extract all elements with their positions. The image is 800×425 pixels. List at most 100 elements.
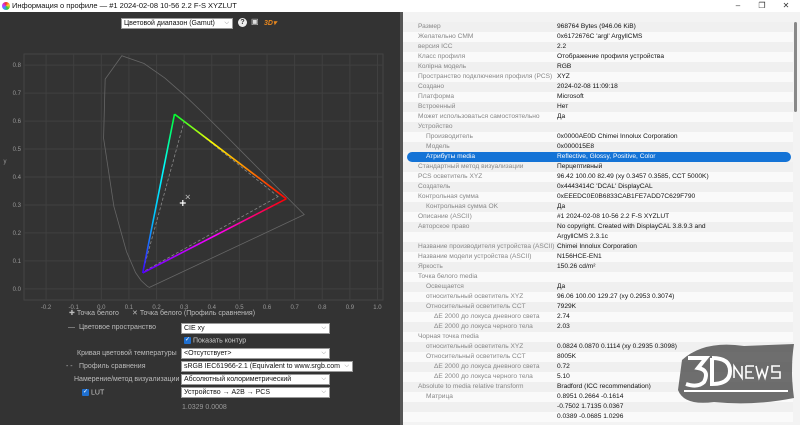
info-row[interactable]: Колірна модель RGB [403, 62, 793, 72]
view-mode-select[interactable]: Цветовой диапазон (Gamut) ⌵ [121, 18, 233, 29]
info-row[interactable]: Точка белого media [403, 272, 793, 282]
image-icon[interactable]: ▣ [251, 17, 259, 26]
info-row-label: Размер [418, 23, 441, 30]
info-row-value: Перцептивный [557, 163, 603, 170]
info-row[interactable]: 0.0389 -0.0685 1.0296 [403, 412, 793, 422]
info-row[interactable]: Платформа Microsoft [403, 92, 793, 102]
legend-white-point: ✚ Точка белого [69, 309, 119, 317]
info-row[interactable]: Модель 0x000015E8 [403, 142, 793, 152]
info-row[interactable]: Класс профиля Отображение профиля устройс… [403, 52, 793, 62]
info-row-value: 0.0389 -0.0685 1.0296 [557, 413, 624, 420]
info-row[interactable]: Относительный осветитель CCT 8005K [403, 352, 793, 362]
white-point-marker [179, 199, 186, 206]
info-row[interactable]: Желательно CMM 0x6172676C 'argl' ArgyllCM… [403, 32, 793, 42]
chevron-down-icon: ⌵ [224, 20, 229, 26]
info-row-value: 5.10 [557, 373, 570, 380]
chevron-down-icon: ⌵ [321, 376, 326, 382]
info-row[interactable]: версия ICC 2.2 [403, 42, 793, 52]
info-row-label: версия ICC [418, 43, 453, 50]
info-row[interactable]: ΔE 2000 до локуса дневного света 2.74 [403, 312, 793, 322]
info-row-label: Авторское право [418, 223, 470, 230]
info-row[interactable]: Относительный осветитель CCT 7929K [403, 302, 793, 312]
show-outline-checkbox[interactable]: ✓ Показать контур [184, 337, 246, 344]
info-row[interactable]: Яркость 150.26 cd/m² [403, 262, 793, 272]
y-tick-label: 0.8 [13, 63, 22, 69]
lut-select[interactable]: Устройство → A2B → PCS ⌵ [181, 387, 330, 398]
profile-info-panel: Размер 968764 Bytes (946.06 KiB) Желательн… [403, 12, 800, 425]
info-row-label: Модель [426, 143, 450, 150]
info-row[interactable]: Устройство [403, 122, 793, 132]
minimize-button[interactable]: – [735, 1, 741, 10]
info-row[interactable]: Стандартный метод визуализации Перцептивн… [403, 162, 793, 172]
info-row[interactable]: Контрольная сумма 0xEEEDC0E0B6833CAB1FE7A… [403, 192, 793, 202]
info-row-label: ΔE 2000 до локуса дневного света [434, 313, 540, 320]
y-tick-label: 0.1 [13, 259, 22, 265]
info-row-label: относительный осветитель XYZ [426, 343, 524, 350]
info-row-label: Описание (ASCII) [418, 213, 472, 220]
info-row-label: Точка белого media [418, 273, 478, 280]
info-row-value: RGB [557, 63, 572, 70]
info-row[interactable]: ArgyllCMS 2.3.1c [403, 232, 793, 242]
close-button[interactable]: ✕ [782, 1, 790, 10]
panel-splitter[interactable] [400, 12, 403, 425]
info-row-label: Контрольная сумма [418, 193, 479, 200]
x-tick-label: 0.8 [318, 305, 327, 311]
info-row[interactable]: относительный осветитель XYZ 0.0824 0.087… [403, 342, 793, 352]
info-row[interactable]: Название модели устройства (ASCII) N156HC… [403, 252, 793, 262]
y-tick-label: 0.0 [13, 287, 22, 293]
x-tick-label: -0.2 [41, 305, 52, 311]
info-row[interactable]: Чорная точка media [403, 332, 793, 342]
info-row[interactable]: Авторское право No copyright. Created wit… [403, 222, 793, 232]
info-row[interactable]: Встроенный Нет [403, 102, 793, 112]
info-row-label: ΔE 2000 до локуса дневного света [434, 363, 540, 370]
info-row[interactable]: Атрибуты media Reflective, Glossy, Positi… [407, 152, 791, 162]
gamut-edge-red-blue [142, 198, 287, 274]
colorspace-select[interactable]: CIE xy ⌵ [181, 323, 330, 334]
info-row-label: Создатель [418, 183, 451, 190]
legend-white-cmp-label: Точка белого (Профиль сравнения) [139, 310, 256, 317]
info-row-value: -0.7502 1.7135 0.0367 [557, 403, 624, 410]
info-row[interactable]: Создано 2024-02-08 11:09:18 [403, 82, 793, 92]
y-tick-label: 0.7 [13, 91, 22, 97]
cct-select[interactable]: <Отсутствует> ⌵ [181, 348, 330, 359]
scrollbar[interactable] [794, 22, 797, 112]
info-row-label: Освещается [426, 283, 464, 290]
info-row[interactable]: ΔE 2000 до локуса дневного света 0.72 [403, 362, 793, 372]
maximize-button[interactable]: ❐ [758, 1, 766, 10]
compare-profile-select[interactable]: sRGB IEC61966-2.1 (Equivalent to www.srg… [181, 361, 354, 372]
info-row[interactable]: Размер 968764 Bytes (946.06 KiB) [403, 22, 793, 32]
info-row[interactable]: относительный осветитель XYZ 96.06 100.00… [403, 292, 793, 302]
info-row[interactable]: PCS осветитель XYZ 96.42 100.00 82.49 (xy… [403, 172, 793, 182]
help-icon[interactable]: ? [238, 18, 247, 27]
info-row-value: 2.74 [557, 313, 570, 320]
info-row[interactable]: ΔE 2000 до локуса черного тела 2.03 [403, 322, 793, 332]
info-row-value: 968764 Bytes (946.06 KiB) [557, 23, 636, 30]
x-tick-label: 0.4 [208, 305, 217, 311]
info-row[interactable]: Создатель 0x4443414C 'DCAL' DisplayCAL [403, 182, 793, 192]
info-row-value: 0x6172676C 'argl' ArgyllCMS [557, 33, 643, 40]
info-row[interactable]: Пространство подключения профиля (PCS) XY… [403, 72, 793, 82]
gamut-edge-green-red [174, 113, 287, 200]
info-row[interactable]: ΔE 2000 до локуса черного тела 5.10 [403, 372, 793, 382]
window-title: Информация о профиле — #1 2024-02-08 10-… [12, 1, 237, 10]
lut-checkbox[interactable]: ✓ LUT [82, 389, 104, 396]
info-row[interactable]: Освещается Да [403, 282, 793, 292]
info-row[interactable]: -0.7502 1.7135 0.0367 [403, 402, 793, 412]
solid-line-icon: — [68, 324, 75, 331]
intent-select[interactable]: Абсолютный колориметрический ⌵ [181, 374, 330, 385]
info-row-label: Встроенный [418, 103, 456, 110]
gamut-panel: Цветовой диапазон (Gamut) ⌵ ? ▣ 3D▾ -0.2-… [0, 12, 400, 425]
info-row[interactable]: Матрица 0.8951 0.2664 -0.1614 [403, 392, 793, 402]
info-row[interactable]: Название производителя устройства (ASCII… [403, 242, 793, 252]
info-row[interactable]: Производитель 0x0000AE0D Chimei Innolux C… [403, 132, 793, 142]
info-row-label: Класс профиля [418, 53, 466, 60]
chevron-down-icon: ⌵ [321, 389, 326, 395]
info-row-label: Absolute to media relative transform [418, 383, 524, 390]
info-row[interactable]: Описание (ASCII) #1 2024-02-08 10-56 2.2 … [403, 212, 793, 222]
info-row[interactable]: Absolute to media relative transform Brad… [403, 382, 793, 392]
info-row[interactable]: Может использоваться самостоятельно Да [403, 112, 793, 122]
info-row-label: Относительный осветитель CCT [426, 353, 526, 360]
logo-menu-icon[interactable]: 3D▾ [264, 20, 277, 27]
compare-profile-value: sRGB IEC61966-2.1 (Equivalent to www.srg… [184, 363, 341, 370]
info-row[interactable]: Контрольная сумма OK Да [403, 202, 793, 212]
